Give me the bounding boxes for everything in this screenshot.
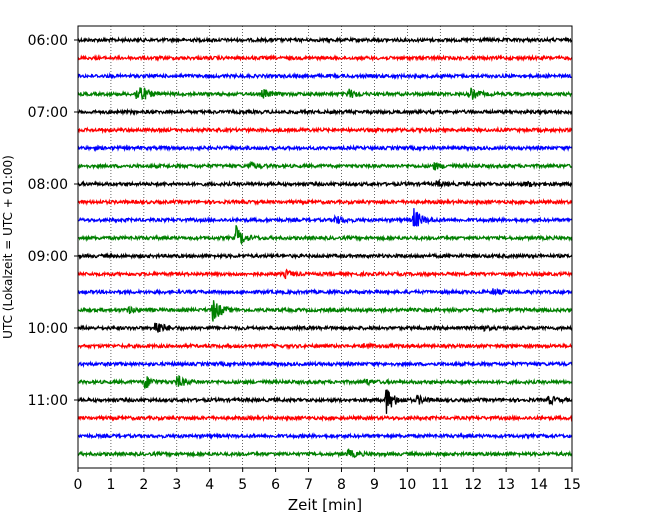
y-tick-label: 10:00: [28, 321, 68, 337]
x-tick-label: 4: [205, 477, 214, 493]
trace-1145: [77, 448, 573, 459]
trace-0930: [77, 287, 573, 297]
x-axis-ticks: 0 1 2 3 4 5 6 7 8 9 10 11 12 13 14 15: [74, 468, 581, 493]
trace-1015: [77, 341, 573, 351]
x-tick-label: 1: [106, 477, 115, 493]
trace-1130: [77, 431, 573, 441]
trace-0900: [77, 251, 573, 261]
x-tick-label: 11: [431, 477, 449, 493]
trace-0815: [77, 197, 573, 206]
x-tick-label: 2: [139, 477, 148, 493]
x-tick-label: 3: [172, 477, 181, 493]
trace-0730: [77, 143, 573, 153]
x-tick-label: 14: [530, 477, 548, 493]
x-tick-label: 10: [398, 477, 416, 493]
trace-0745: [77, 160, 573, 171]
trace-1000: [77, 322, 573, 333]
trace-0830: [77, 208, 573, 227]
y-axis-ticks: 06:00 07:00 08:00 09:00 10:00 11:00: [28, 33, 78, 409]
trace-0600: [77, 35, 573, 45]
x-tick-label: 0: [74, 477, 83, 493]
x-axis-label: Zeit [min]: [288, 496, 362, 514]
trace-1030: [77, 359, 573, 369]
x-tick-label: 12: [464, 477, 482, 493]
trace-0615: [77, 53, 573, 62]
trace-1100: [77, 389, 573, 414]
y-tick-label: 09:00: [28, 249, 68, 265]
x-tick-label: 15: [563, 477, 581, 493]
trace-0945: [77, 300, 573, 322]
y-tick-label: 07:00: [28, 105, 68, 121]
trace-0700: [77, 107, 573, 116]
plot-frame: [77, 25, 573, 469]
y-axis-label: UTC (Lokalzeit = UTC + 01:00): [1, 155, 15, 339]
trace-1115: [77, 413, 573, 422]
trace-0800: [77, 178, 573, 189]
y-tick-label: 06:00: [28, 33, 68, 49]
x-tick-label: 5: [238, 477, 247, 493]
trace-0645: [77, 87, 573, 101]
trace-0845: [77, 225, 573, 246]
trace-0915: [77, 268, 573, 280]
x-tick-label: 7: [304, 477, 313, 493]
x-tick-label: 8: [337, 477, 346, 493]
seismogram-traces: [77, 35, 573, 459]
x-tick-label: 9: [370, 477, 379, 493]
trace-0630: [77, 72, 573, 81]
trace-0715: [77, 125, 573, 135]
y-tick-label: 08:00: [28, 177, 68, 193]
x-tick-label: 13: [497, 477, 515, 493]
x-tick-label: 6: [271, 477, 280, 493]
y-tick-label: 11:00: [28, 393, 68, 409]
trace-1045: [77, 374, 573, 389]
